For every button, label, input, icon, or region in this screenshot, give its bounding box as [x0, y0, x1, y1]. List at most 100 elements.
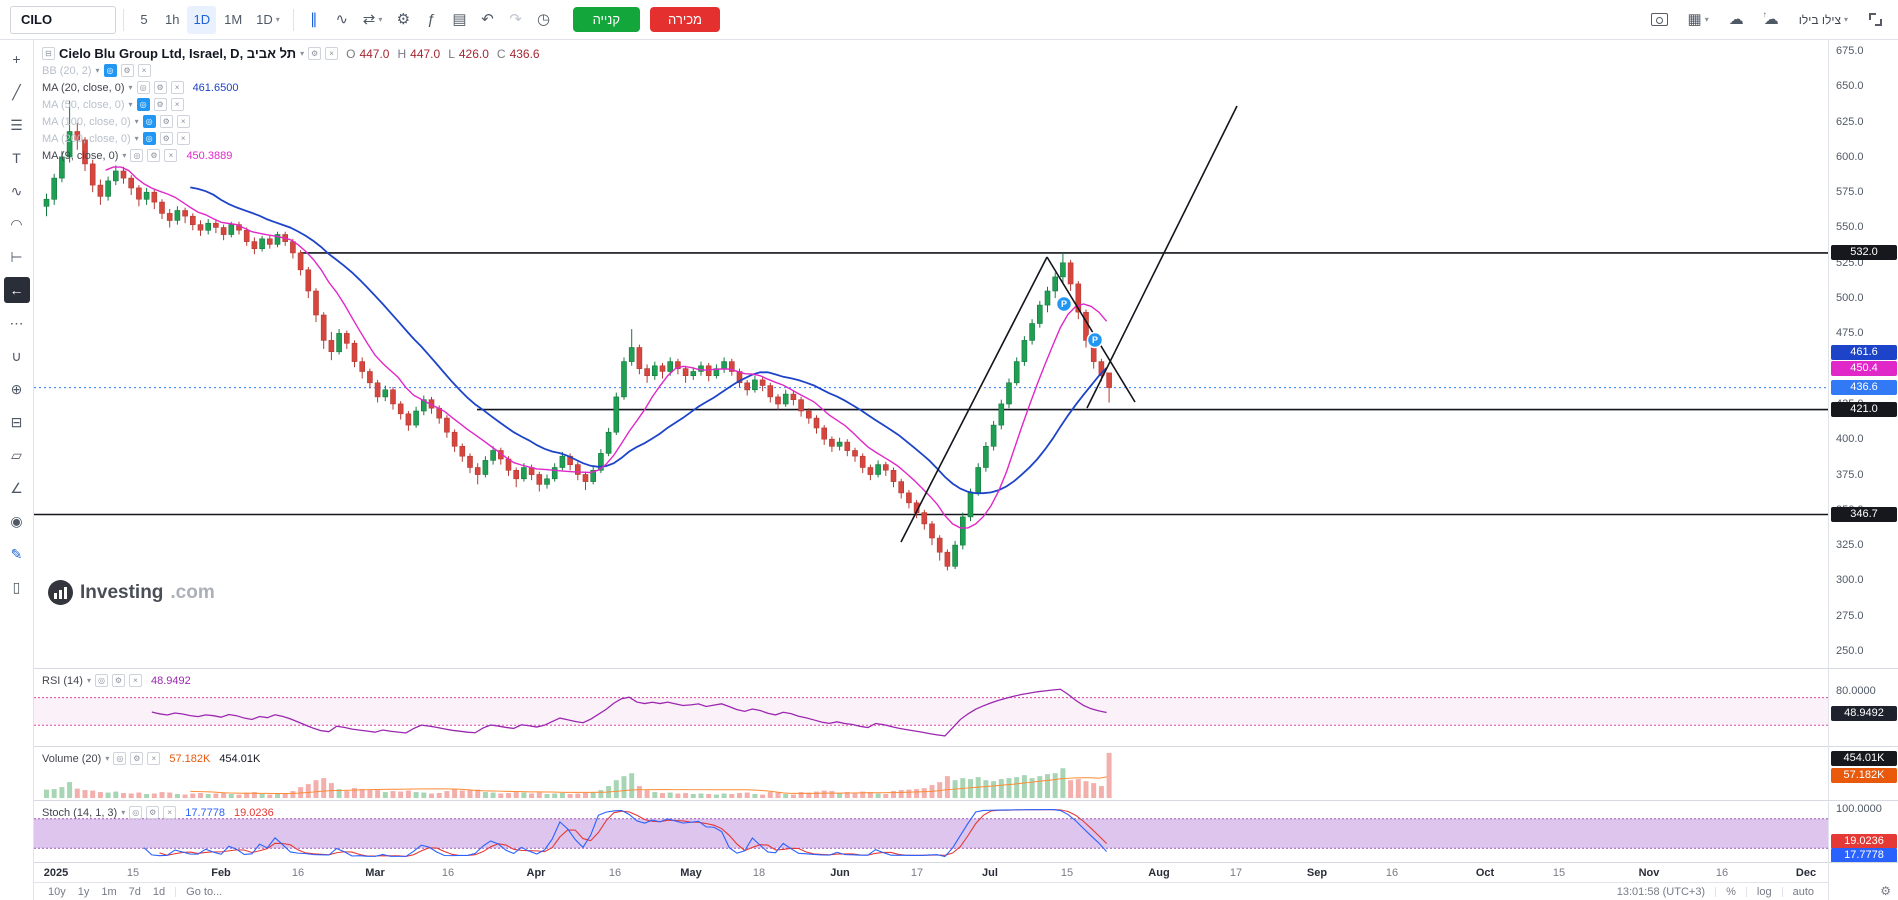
close-icon[interactable]: × — [176, 132, 190, 145]
indicator-row[interactable]: MA (100, close, 0) ▾ ◎ ⚙ × — [42, 113, 540, 130]
close-icon[interactable]: × — [147, 752, 161, 765]
chevron-down-icon[interactable]: ▾ — [134, 117, 139, 126]
settings-icon[interactable]: ⚙ — [159, 115, 173, 128]
range-button-1d[interactable]: 1d — [152, 885, 166, 898]
sell-button[interactable]: מכירה — [650, 7, 720, 32]
chevron-down-icon[interactable]: ▾ — [122, 151, 127, 160]
cloud-load-icon[interactable]: ☁ — [1723, 6, 1750, 34]
price-axis-rsi[interactable]: 80.0000 48.9492 — [1829, 668, 1898, 746]
position-tool-icon[interactable]: ⊢ — [10, 248, 23, 265]
range-button-10y[interactable]: 10y — [48, 885, 66, 898]
chart-type-icon[interactable]: ∿ — [329, 6, 355, 34]
pane-indicator-row[interactable]: Stoch (14, 1, 3) ▾ ◎ ⚙ × 17.7778 19.0236 — [42, 804, 274, 821]
templates-icon[interactable]: ▤ — [446, 6, 472, 34]
chevron-down-icon[interactable]: ▾ — [300, 49, 305, 58]
close-icon[interactable]: × — [176, 115, 190, 128]
camera-icon[interactable] — [1645, 6, 1674, 34]
eye-icon[interactable]: ◎ — [94, 674, 108, 687]
settings-icon[interactable]: ⚙ — [130, 752, 144, 765]
compare-icon[interactable]: ⇄ ▾ — [357, 6, 389, 34]
eraser-tool-icon[interactable]: ▱ — [11, 446, 22, 463]
chart-style-candles-icon[interactable]: ∥ — [301, 6, 327, 34]
eye-icon[interactable]: ◎ — [130, 149, 144, 162]
close-icon[interactable]: × — [325, 47, 339, 60]
price-axis-main[interactable]: 675.0 650.0 625.0 600.0 575.0 550.0 525.0 500.0… — [1829, 40, 1898, 668]
settings-icon[interactable]: ⚙ — [159, 132, 173, 145]
price-axis-volume[interactable]: 454.01K 57.182K — [1829, 746, 1898, 800]
redo-icon[interactable]: ↷ — [503, 6, 529, 34]
eye-icon[interactable]: ◎ — [129, 806, 143, 819]
indicators-icon[interactable]: ƒ — [418, 6, 444, 34]
range-button-1y[interactable]: 1y — [77, 885, 90, 898]
close-icon[interactable]: × — [163, 806, 177, 819]
interval-button-1d[interactable]: 1D — [187, 5, 217, 34]
indicator-row[interactable]: MA (20, close, 0) ▾ ◎ ⚙ × 461.6500 — [42, 79, 540, 96]
settings-icon[interactable]: ⚙ — [111, 674, 125, 687]
price-axis[interactable]: 675.0 650.0 625.0 600.0 575.0 550.0 525.0 500.0… — [1828, 40, 1898, 900]
time-axis[interactable]: 2025 15 Feb 16 Mar 16 Apr 16 May 18 Jun 17 Jul 15 Aug 1… — [34, 862, 1828, 882]
pane-indicator-row[interactable]: Volume (20) ▾ ◎ ⚙ × 57.182K 454.01K — [42, 750, 260, 767]
settings-icon[interactable]: ⚙ — [147, 149, 161, 162]
goto-button[interactable]: Go to... — [186, 885, 223, 898]
rsi-pane[interactable]: RSI (14) ▾ ◎ ⚙ × 48.9492 — [34, 668, 1828, 746]
crosshair-tool-icon[interactable]: + — [12, 51, 21, 67]
volume-pane[interactable]: Volume (20) ▾ ◎ ⚙ × 57.182K 454.01K — [34, 746, 1828, 800]
layout-grid-icon[interactable]: ▦ ▾ — [1682, 6, 1715, 34]
pencil-tool-icon[interactable]: ✎ — [10, 545, 23, 562]
symbol-input[interactable]: CILO — [10, 5, 116, 34]
layout-name-dropdown[interactable]: צילו בילו ▾ — [1793, 6, 1854, 34]
indicator-row[interactable]: MA (50, close, 0) ▾ ◎ ⚙ × — [42, 96, 540, 113]
settings-icon[interactable]: ⚙ — [308, 47, 322, 60]
chevron-down-icon[interactable]: ▾ — [128, 100, 133, 109]
chevron-down-icon[interactable]: ▾ — [105, 754, 110, 763]
chevron-down-icon[interactable]: ▾ — [95, 66, 100, 75]
stoch-pane[interactable]: Stoch (14, 1, 3) ▾ ◎ ⚙ × 17.7778 19.0236 — [34, 800, 1828, 862]
eye-icon[interactable]: ◎ — [142, 115, 156, 128]
close-icon[interactable]: × — [128, 674, 142, 687]
undo-icon[interactable]: ↶ — [475, 6, 501, 34]
indicator-row[interactable]: MA (200, close, 0) ▾ ◎ ⚙ × — [42, 130, 540, 147]
trash-tool-icon[interactable]: ▯ — [12, 578, 21, 595]
alerts-icon[interactable]: ◷ — [531, 6, 557, 34]
chevron-down-icon[interactable]: ▾ — [134, 134, 139, 143]
wave-tool-icon[interactable]: ∿ — [10, 182, 23, 199]
settings-icon[interactable]: ⚙ — [146, 806, 160, 819]
eye-icon[interactable]: ◎ — [113, 752, 127, 765]
trend-line-tool-icon[interactable]: ╱ — [12, 83, 21, 100]
close-icon[interactable]: × — [170, 98, 184, 111]
settings-icon[interactable]: ⚙ — [120, 64, 134, 77]
range-button-7d[interactable]: 7d — [128, 885, 141, 898]
range-button-1m[interactable]: 1m — [101, 885, 117, 898]
fib-tool-icon[interactable]: ☰ — [10, 116, 23, 133]
eye-icon[interactable]: ◎ — [103, 64, 117, 77]
interval-button-1m[interactable]: 1M — [224, 12, 243, 27]
ruler-tool-icon[interactable]: ∠ — [10, 479, 23, 496]
lock-tool-icon[interactable]: ⊟ — [10, 413, 23, 430]
auto-scale-button[interactable]: auto — [1792, 885, 1814, 898]
settings-icon[interactable]: ⚙ — [153, 98, 167, 111]
text-tool-icon[interactable]: T — [12, 150, 21, 166]
log-scale-button[interactable]: log — [1756, 885, 1772, 898]
buy-button[interactable]: קנייה — [572, 7, 641, 32]
cloud-save-icon[interactable]: ☁ ↑ — [1758, 6, 1785, 34]
zoom-tool-icon[interactable]: ⊕ — [10, 380, 23, 397]
eye-tool-icon[interactable]: ◉ — [10, 512, 23, 529]
magnet-tool-icon[interactable]: ∪ — [11, 347, 22, 364]
pane-indicator-row[interactable]: RSI (14) ▾ ◎ ⚙ × 48.9492 — [42, 672, 191, 689]
price-axis-stoch[interactable]: 100.0000 19.0236 17.7778 — [1829, 800, 1898, 862]
eye-icon[interactable]: ◎ — [136, 81, 150, 94]
chevron-down-icon[interactable]: ▾ — [128, 83, 133, 92]
interval-dropdown[interactable]: 1D ▾ — [256, 12, 280, 27]
eye-icon[interactable]: ◎ — [136, 98, 150, 111]
more-tools-icon[interactable]: ⋯ — [9, 314, 24, 331]
settings-icon[interactable]: ⚙ — [153, 81, 167, 94]
indicator-row[interactable]: MA (9, close, 0) ▾ ◎ ⚙ × 450.3889 — [42, 147, 540, 164]
axis-settings-gear-icon[interactable]: ⚙ — [1880, 884, 1891, 898]
close-icon[interactable]: × — [137, 64, 151, 77]
eye-icon[interactable]: ◎ — [142, 132, 156, 145]
arrow-left-icon[interactable]: ← — [3, 277, 30, 303]
percent-scale-button[interactable]: % — [1726, 885, 1736, 898]
interval-button-1h[interactable]: 1h — [165, 12, 180, 27]
close-icon[interactable]: × — [170, 81, 184, 94]
